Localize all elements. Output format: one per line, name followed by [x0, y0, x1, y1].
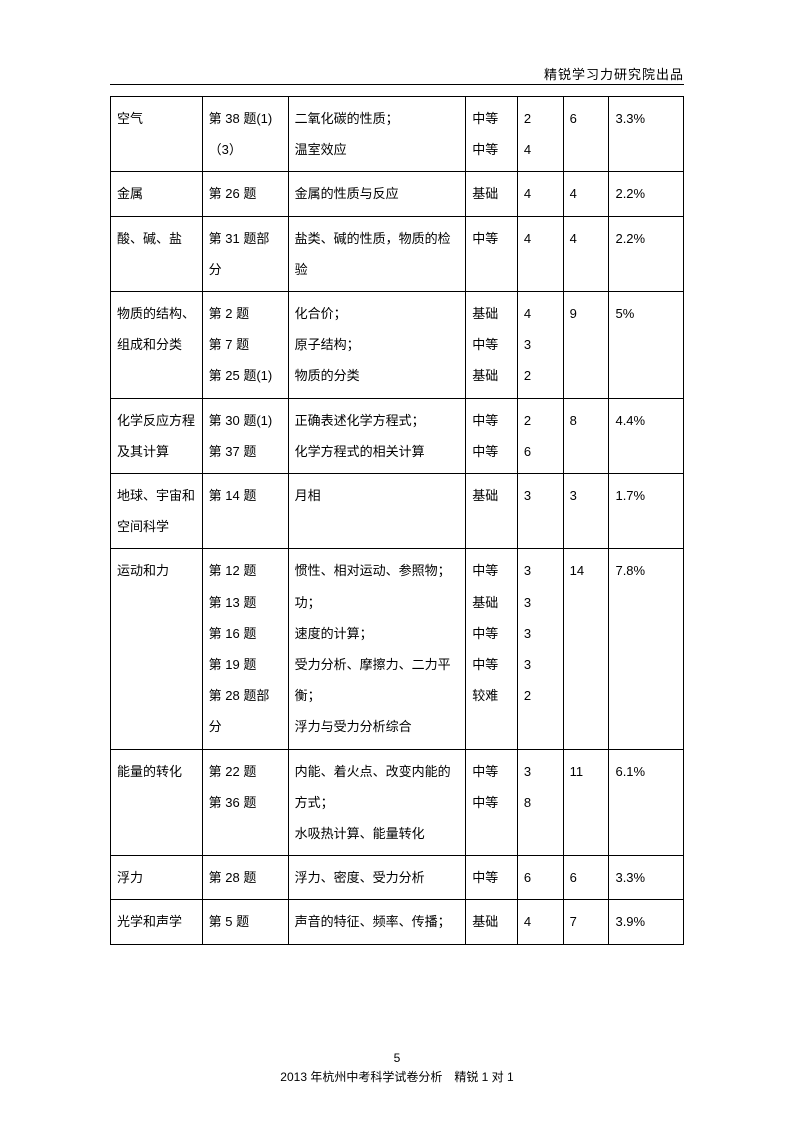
table-row: 能量的转化第 22 题 第 36 题内能、着火点、改变内能的方式； 水吸热计算、… — [111, 749, 684, 856]
cell-c3: 中等 中等 — [466, 749, 518, 856]
cell-c5: 4 — [563, 216, 609, 291]
cell-c1: 第 5 题 — [202, 900, 288, 944]
cell-c0: 地球、宇宙和空间科学 — [111, 474, 203, 549]
cell-c5: 14 — [563, 549, 609, 749]
cell-c2: 浮力、密度、受力分析 — [288, 856, 466, 900]
cell-c2: 内能、着火点、改变内能的方式； 水吸热计算、能量转化 — [288, 749, 466, 856]
cell-c1: 第 38 题(1) （3） — [202, 97, 288, 172]
header-rule — [110, 84, 684, 85]
cell-c6: 5% — [609, 292, 684, 399]
table-row: 光学和声学第 5 题声音的特征、频率、传播；基础473.9% — [111, 900, 684, 944]
cell-c5: 6 — [563, 97, 609, 172]
cell-c6: 2.2% — [609, 216, 684, 291]
cell-c2: 盐类、碱的性质，物质的检验 — [288, 216, 466, 291]
cell-c6: 6.1% — [609, 749, 684, 856]
table-row: 地球、宇宙和空间科学第 14 题月相基础331.7% — [111, 474, 684, 549]
cell-c4: 3 3 3 3 2 — [517, 549, 563, 749]
cell-c0: 运动和力 — [111, 549, 203, 749]
cell-c3: 中等 中等 — [466, 97, 518, 172]
table-row: 空气第 38 题(1) （3）二氧化碳的性质； 温室效应中等 中等2 463.3… — [111, 97, 684, 172]
cell-c0: 光学和声学 — [111, 900, 203, 944]
cell-c6: 1.7% — [609, 474, 684, 549]
cell-c0: 金属 — [111, 172, 203, 216]
cell-c5: 8 — [563, 398, 609, 473]
cell-c3: 中等 基础 中等 中等 较难 — [466, 549, 518, 749]
table-row: 浮力第 28 题浮力、密度、受力分析中等663.3% — [111, 856, 684, 900]
cell-c1: 第 2 题 第 7 题 第 25 题(1) — [202, 292, 288, 399]
cell-c1: 第 12 题 第 13 题 第 16 题 第 19 题 第 28 题部分 — [202, 549, 288, 749]
page-number: 5 — [0, 1049, 794, 1068]
cell-c5: 9 — [563, 292, 609, 399]
cell-c3: 基础 中等 基础 — [466, 292, 518, 399]
cell-c2: 惯性、相对运动、参照物； 功； 速度的计算； 受力分析、摩擦力、二力平衡； 浮力… — [288, 549, 466, 749]
footer-text: 2013 年杭州中考科学试卷分析 精锐 1 对 1 — [280, 1070, 513, 1084]
table-row: 金属第 26 题金属的性质与反应基础442.2% — [111, 172, 684, 216]
cell-c3: 中等 — [466, 216, 518, 291]
cell-c4: 3 — [517, 474, 563, 549]
cell-c0: 浮力 — [111, 856, 203, 900]
cell-c2: 月相 — [288, 474, 466, 549]
cell-c3: 基础 — [466, 172, 518, 216]
cell-c1: 第 31 题部分 — [202, 216, 288, 291]
table-row: 酸、碱、盐第 31 题部分盐类、碱的性质，物质的检验中等442.2% — [111, 216, 684, 291]
cell-c4: 2 6 — [517, 398, 563, 473]
cell-c6: 7.8% — [609, 549, 684, 749]
cell-c1: 第 14 题 — [202, 474, 288, 549]
cell-c0: 空气 — [111, 97, 203, 172]
cell-c4: 4 — [517, 900, 563, 944]
analysis-table: 空气第 38 题(1) （3）二氧化碳的性质； 温室效应中等 中等2 463.3… — [110, 96, 684, 945]
analysis-table-container: 空气第 38 题(1) （3）二氧化碳的性质； 温室效应中等 中等2 463.3… — [110, 96, 684, 945]
cell-c6: 3.9% — [609, 900, 684, 944]
table-row: 化学反应方程及其计算第 30 题(1) 第 37 题正确表述化学方程式； 化学方… — [111, 398, 684, 473]
page-header: 精锐学习力研究院出品 — [544, 64, 684, 83]
cell-c2: 金属的性质与反应 — [288, 172, 466, 216]
cell-c0: 能量的转化 — [111, 749, 203, 856]
cell-c2: 正确表述化学方程式； 化学方程式的相关计算 — [288, 398, 466, 473]
cell-c4: 4 — [517, 216, 563, 291]
cell-c2: 二氧化碳的性质； 温室效应 — [288, 97, 466, 172]
cell-c6: 3.3% — [609, 856, 684, 900]
cell-c3: 基础 — [466, 900, 518, 944]
cell-c2: 声音的特征、频率、传播； — [288, 900, 466, 944]
cell-c1: 第 30 题(1) 第 37 题 — [202, 398, 288, 473]
cell-c6: 2.2% — [609, 172, 684, 216]
page-footer: 5 2013 年杭州中考科学试卷分析 精锐 1 对 1 — [0, 1049, 794, 1087]
cell-c3: 基础 — [466, 474, 518, 549]
cell-c5: 11 — [563, 749, 609, 856]
cell-c0: 物质的结构、组成和分类 — [111, 292, 203, 399]
cell-c6: 3.3% — [609, 97, 684, 172]
cell-c5: 3 — [563, 474, 609, 549]
cell-c6: 4.4% — [609, 398, 684, 473]
cell-c4: 3 8 — [517, 749, 563, 856]
cell-c0: 酸、碱、盐 — [111, 216, 203, 291]
cell-c4: 6 — [517, 856, 563, 900]
cell-c0: 化学反应方程及其计算 — [111, 398, 203, 473]
cell-c5: 4 — [563, 172, 609, 216]
table-row: 运动和力第 12 题 第 13 题 第 16 题 第 19 题 第 28 题部分… — [111, 549, 684, 749]
cell-c4: 4 3 2 — [517, 292, 563, 399]
cell-c5: 7 — [563, 900, 609, 944]
cell-c2: 化合价； 原子结构； 物质的分类 — [288, 292, 466, 399]
cell-c3: 中等 中等 — [466, 398, 518, 473]
table-row: 物质的结构、组成和分类第 2 题 第 7 题 第 25 题(1)化合价； 原子结… — [111, 292, 684, 399]
cell-c3: 中等 — [466, 856, 518, 900]
cell-c1: 第 26 题 — [202, 172, 288, 216]
cell-c4: 4 — [517, 172, 563, 216]
cell-c5: 6 — [563, 856, 609, 900]
cell-c1: 第 28 题 — [202, 856, 288, 900]
cell-c4: 2 4 — [517, 97, 563, 172]
cell-c1: 第 22 题 第 36 题 — [202, 749, 288, 856]
